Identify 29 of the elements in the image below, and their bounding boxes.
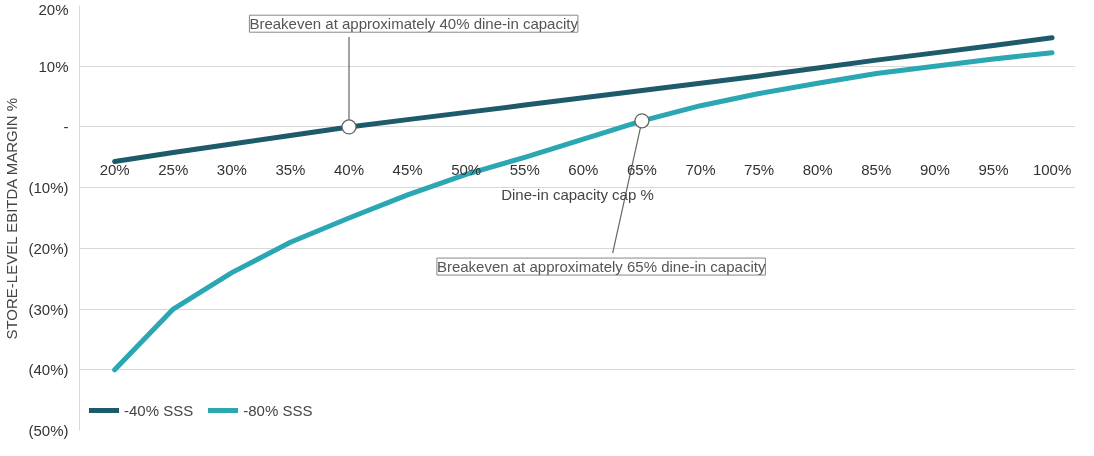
x-tick-label: 95% (978, 160, 1009, 178)
x-tick-label: 70% (685, 160, 716, 178)
x-tick-label: 80% (802, 160, 833, 178)
x-tick-label: 20% (99, 160, 130, 178)
x-tick-label: 100% (1032, 160, 1072, 178)
x-tick-label: 40% (333, 160, 365, 178)
x-tick-label: 30% (216, 160, 247, 178)
y-tick-label: (20%) (28, 239, 69, 257)
x-tick-label: 75% (744, 160, 775, 178)
y-tick-label: 20% (38, 0, 69, 18)
y-tick-label: (40%) (28, 361, 69, 379)
y-tick-label: (30%) (28, 300, 69, 318)
y-tick-label: (10%) (28, 179, 69, 197)
legend-label: -40% SSS (124, 401, 194, 419)
x-tick-label: 65% (626, 160, 657, 178)
y-axis-title: STORE-LEVEL EBITDA MARGIN % (3, 97, 21, 340)
annotation: Breakeven at approximately 40% dine-in capacity (249, 15, 579, 33)
x-tick-label: 55% (509, 160, 540, 178)
y-tick-label: (50%) (28, 422, 69, 439)
x-tick-label: 60% (568, 160, 599, 178)
y-tick-label: 10% (38, 57, 69, 75)
x-tick-label: 35% (275, 160, 306, 178)
x-axis-title: Dine-in capacity cap % (501, 185, 654, 203)
x-tick-label: 45% (392, 160, 423, 178)
y-tick-label: - (63, 118, 69, 136)
x-tick-label: 85% (861, 160, 892, 178)
x-tick-label: 25% (158, 160, 189, 178)
legend-label: -80% SSS (243, 401, 313, 419)
x-tick-label: 90% (919, 160, 950, 178)
